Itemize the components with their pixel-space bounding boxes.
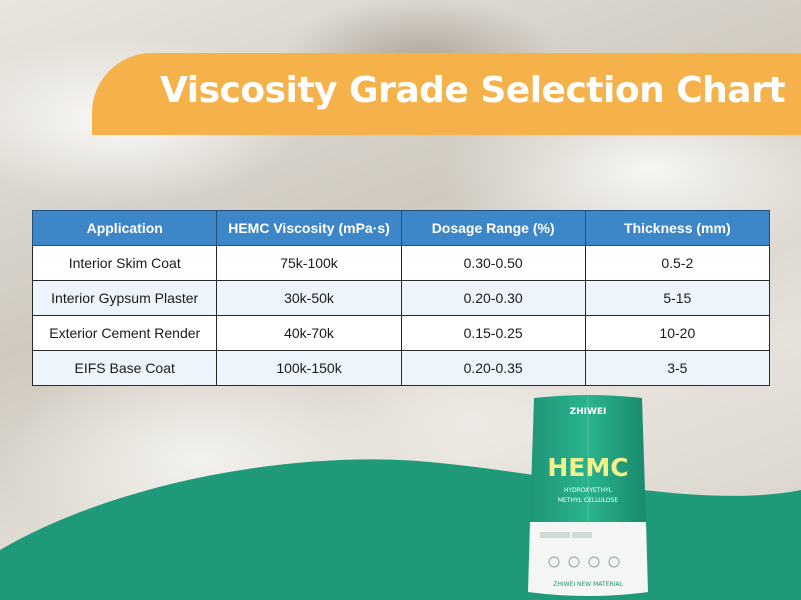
- bag-subtitle-2: METHYL CELLULOSE: [558, 497, 618, 504]
- cell-application: Interior Skim Coat: [31, 245, 218, 281]
- product-bag: ZHIWEI HEMC HYDROXYETHYL METHYL CELLULOS…: [528, 395, 648, 596]
- cell-application: Interior Gypsum Plaster: [31, 280, 218, 316]
- bag-subtitle-1: HYDROXYETHYL: [564, 487, 613, 494]
- cell-thickness: 3-5: [584, 350, 771, 386]
- cell-viscosity: 75k-100k: [216, 245, 402, 281]
- bag-product-name: HEMC: [547, 453, 628, 482]
- table-row: EIFS Base Coat 100k-150k 0.20-0.35 3-5: [31, 350, 771, 386]
- table-header-row: Application HEMC Viscosity (mPa·s) Dosag…: [31, 210, 771, 246]
- page-title: Viscosity Grade Selection Chart: [160, 70, 786, 111]
- cell-viscosity: 30k-50k: [216, 280, 402, 316]
- cell-thickness: 10-20: [584, 315, 771, 351]
- header-application: Application: [31, 210, 218, 246]
- cell-thickness: 5-15: [584, 280, 771, 316]
- table-row: Interior Gypsum Plaster 30k-50k 0.20-0.3…: [31, 280, 771, 316]
- cell-application: Exterior Cement Render: [31, 315, 218, 351]
- cell-application: EIFS Base Coat: [31, 350, 218, 386]
- cell-viscosity: 40k-70k: [216, 315, 402, 351]
- bag-footer: ZHIWEI NEW MATERIAL: [553, 581, 623, 588]
- header-dosage: Dosage Range (%): [400, 210, 586, 246]
- header-thickness: Thickness (mm): [584, 210, 771, 246]
- cell-thickness: 0.5-2: [584, 245, 771, 281]
- cell-viscosity: 100k-150k: [216, 350, 402, 386]
- green-wave: [0, 459, 801, 600]
- cell-dosage: 0.15-0.25: [400, 315, 586, 351]
- viscosity-table: Application HEMC Viscosity (mPa·s) Dosag…: [31, 210, 771, 386]
- table-row: Interior Skim Coat 75k-100k 0.30-0.50 0.…: [31, 245, 771, 281]
- cell-dosage: 0.30-0.50: [400, 245, 586, 281]
- header-viscosity: HEMC Viscosity (mPa·s): [216, 210, 402, 246]
- cell-dosage: 0.20-0.35: [400, 350, 586, 386]
- table-row: Exterior Cement Render 40k-70k 0.15-0.25…: [31, 315, 771, 351]
- bag-brand: ZHIWEI: [570, 407, 607, 417]
- cell-dosage: 0.20-0.30: [400, 280, 586, 316]
- title-banner: [92, 53, 801, 135]
